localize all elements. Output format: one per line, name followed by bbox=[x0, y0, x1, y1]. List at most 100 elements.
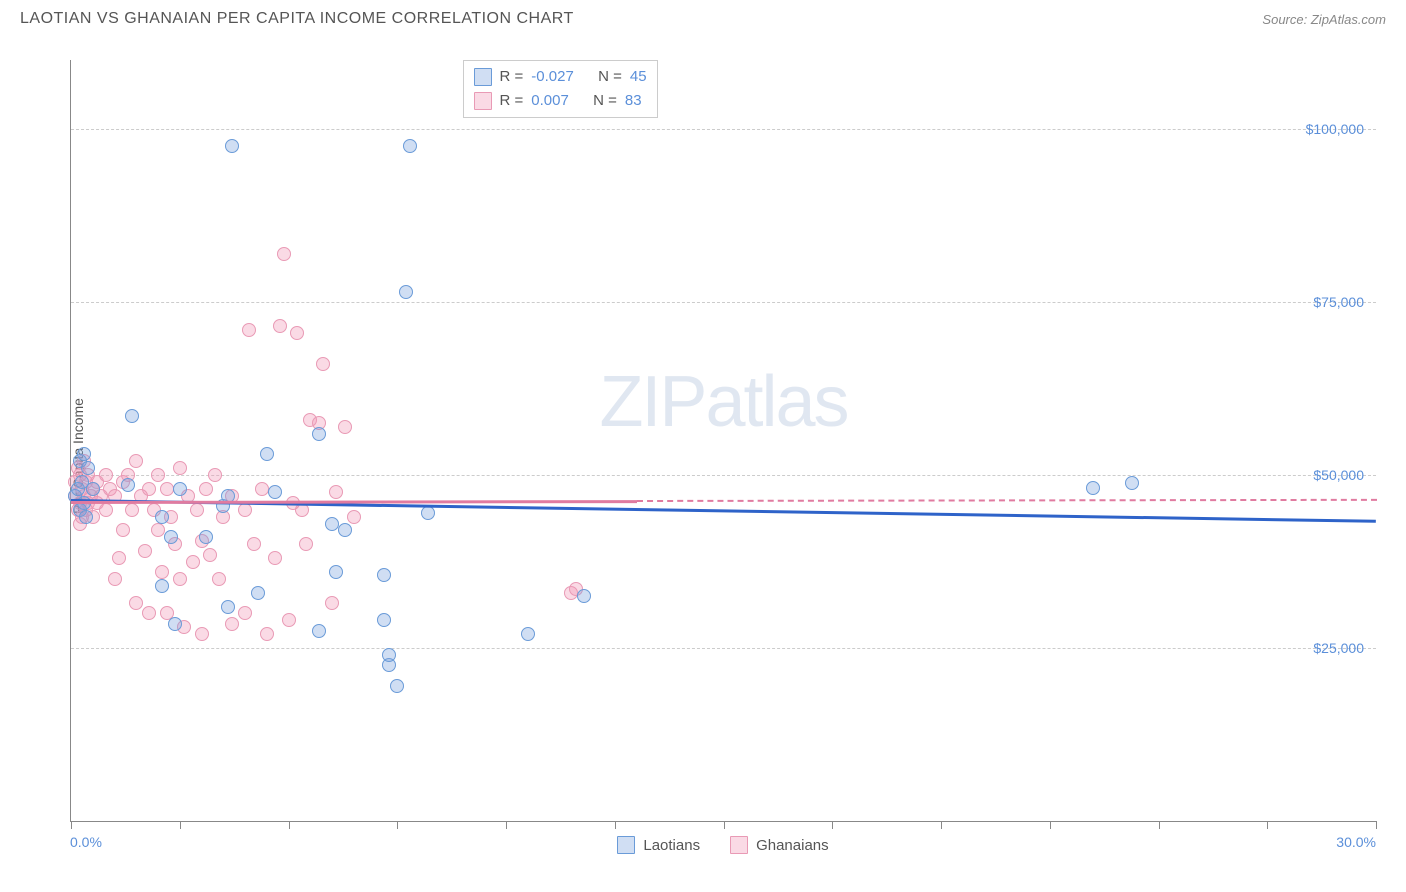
data-point-ghanaians bbox=[186, 555, 200, 569]
data-point-ghanaians bbox=[116, 523, 130, 537]
plot-area: ZIPatlas R = -0.027 N = 45 R = 0.007 N =… bbox=[70, 60, 1376, 822]
data-point-ghanaians bbox=[151, 468, 165, 482]
data-point-ghanaians bbox=[255, 482, 269, 496]
grid-line bbox=[71, 648, 1376, 649]
data-point-ghanaians bbox=[316, 357, 330, 371]
data-point-ghanaians bbox=[273, 319, 287, 333]
data-point-ghanaians bbox=[151, 523, 165, 537]
bottom-legend: Laotians Ghanaians bbox=[70, 836, 1376, 854]
x-tick bbox=[397, 821, 398, 829]
chart-area: Per Capita Income ZIPatlas R = -0.027 N … bbox=[20, 40, 1386, 872]
data-point-laotians bbox=[260, 447, 274, 461]
x-tick bbox=[289, 821, 290, 829]
data-point-ghanaians bbox=[129, 596, 143, 610]
data-point-laotians bbox=[155, 579, 169, 593]
data-point-ghanaians bbox=[142, 482, 156, 496]
data-point-laotians bbox=[421, 506, 435, 520]
data-point-ghanaians bbox=[299, 537, 313, 551]
grid-line bbox=[71, 475, 1376, 476]
data-point-laotians bbox=[268, 485, 282, 499]
data-point-laotians bbox=[312, 427, 326, 441]
swatch-laotians-bottom bbox=[617, 836, 635, 854]
data-point-ghanaians bbox=[160, 482, 174, 496]
data-point-ghanaians bbox=[238, 503, 252, 517]
data-point-laotians bbox=[377, 568, 391, 582]
data-point-laotians bbox=[81, 461, 95, 475]
data-point-ghanaians bbox=[208, 468, 222, 482]
data-point-ghanaians bbox=[225, 617, 239, 631]
data-point-ghanaians bbox=[125, 503, 139, 517]
data-point-laotians bbox=[173, 482, 187, 496]
data-point-ghanaians bbox=[203, 548, 217, 562]
x-tick bbox=[941, 821, 942, 829]
grid-line bbox=[71, 302, 1376, 303]
data-point-ghanaians bbox=[247, 537, 261, 551]
swatch-ghanaians bbox=[474, 92, 492, 110]
data-point-ghanaians bbox=[99, 503, 113, 517]
data-point-ghanaians bbox=[325, 596, 339, 610]
x-tick bbox=[506, 821, 507, 829]
data-point-laotians bbox=[382, 648, 396, 662]
data-point-ghanaians bbox=[347, 510, 361, 524]
data-point-laotians bbox=[168, 617, 182, 631]
data-point-ghanaians bbox=[212, 572, 226, 586]
x-tick bbox=[615, 821, 616, 829]
data-point-ghanaians bbox=[282, 613, 296, 627]
y-tick-label: $75,000 bbox=[1313, 294, 1364, 310]
swatch-ghanaians-bottom bbox=[730, 836, 748, 854]
data-point-laotians bbox=[199, 530, 213, 544]
y-tick-label: $100,000 bbox=[1306, 121, 1364, 137]
data-point-ghanaians bbox=[199, 482, 213, 496]
legend-item-laotians: Laotians bbox=[617, 836, 700, 854]
data-point-ghanaians bbox=[329, 485, 343, 499]
data-point-ghanaians bbox=[112, 551, 126, 565]
swatch-laotians bbox=[474, 68, 492, 86]
data-point-laotians bbox=[329, 565, 343, 579]
data-point-laotians bbox=[1086, 481, 1100, 495]
data-point-ghanaians bbox=[129, 454, 143, 468]
data-point-laotians bbox=[399, 285, 413, 299]
data-point-laotians bbox=[164, 530, 178, 544]
data-point-ghanaians bbox=[190, 503, 204, 517]
x-tick bbox=[1376, 821, 1377, 829]
x-tick bbox=[724, 821, 725, 829]
data-point-laotians bbox=[390, 679, 404, 693]
grid-line bbox=[71, 129, 1376, 130]
data-point-ghanaians bbox=[173, 461, 187, 475]
r-value-ghanaians: 0.007 bbox=[531, 89, 569, 113]
stats-legend-box: R = -0.027 N = 45 R = 0.007 N = 83 bbox=[463, 60, 658, 118]
x-tick bbox=[832, 821, 833, 829]
x-tick bbox=[71, 821, 72, 829]
chart-title: LAOTIAN VS GHANAIAN PER CAPITA INCOME CO… bbox=[20, 10, 574, 28]
data-point-ghanaians bbox=[155, 565, 169, 579]
x-tick bbox=[1159, 821, 1160, 829]
stats-row-laotians: R = -0.027 N = 45 bbox=[474, 65, 647, 89]
data-point-laotians bbox=[521, 627, 535, 641]
data-point-ghanaians bbox=[277, 247, 291, 261]
data-point-ghanaians bbox=[290, 326, 304, 340]
data-point-ghanaians bbox=[173, 572, 187, 586]
data-point-ghanaians bbox=[195, 627, 209, 641]
data-point-ghanaians bbox=[99, 468, 113, 482]
x-tick bbox=[180, 821, 181, 829]
data-point-ghanaians bbox=[260, 627, 274, 641]
data-point-laotians bbox=[225, 139, 239, 153]
legend-item-ghanaians: Ghanaians bbox=[730, 836, 829, 854]
data-point-laotians bbox=[403, 139, 417, 153]
trend-line-ghanaians-dashed bbox=[636, 499, 1376, 502]
data-point-laotians bbox=[86, 482, 100, 496]
data-point-ghanaians bbox=[142, 606, 156, 620]
x-tick bbox=[1267, 821, 1268, 829]
data-point-laotians bbox=[312, 624, 326, 638]
data-point-laotians bbox=[125, 409, 139, 423]
x-tick bbox=[1050, 821, 1051, 829]
data-point-laotians bbox=[577, 589, 591, 603]
data-point-laotians bbox=[325, 517, 339, 531]
data-point-laotians bbox=[221, 600, 235, 614]
n-value-laotians: 45 bbox=[630, 65, 647, 89]
data-point-ghanaians bbox=[108, 572, 122, 586]
data-point-laotians bbox=[79, 510, 93, 524]
data-point-ghanaians bbox=[238, 606, 252, 620]
data-point-laotians bbox=[155, 510, 169, 524]
data-point-laotians bbox=[251, 586, 265, 600]
